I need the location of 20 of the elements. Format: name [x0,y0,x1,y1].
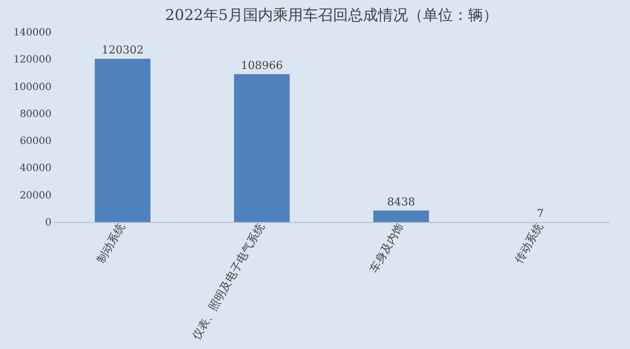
x-tick-label: 制动系统 [94,221,128,266]
data-label: 108966 [240,59,283,72]
chart-title: 2022年5月国内乘用车召回总成情况（单位：辆） [165,6,498,24]
y-tick-label: 140000 [13,28,52,38]
y-tick-label: 0 [45,218,52,228]
bar [373,210,429,222]
x-tick-label: 车身及内饰 [368,221,406,276]
y-tick-label: 60000 [20,136,52,148]
data-label: 8438 [387,196,416,209]
y-tick-label: 80000 [20,108,52,120]
data-label: 120302 [102,44,144,57]
bar [94,58,150,222]
y-tick-label: 20000 [20,190,52,202]
y-tick-label: 40000 [20,163,52,174]
x-tick-label: 传动系统 [512,221,546,266]
x-tick-label: 仪表、照明及电子电气系统 [190,221,268,342]
y-tick-label: 120000 [13,54,52,66]
y-tick-label: 100000 [13,82,52,93]
bar [234,74,290,222]
data-label: 7 [536,206,544,220]
